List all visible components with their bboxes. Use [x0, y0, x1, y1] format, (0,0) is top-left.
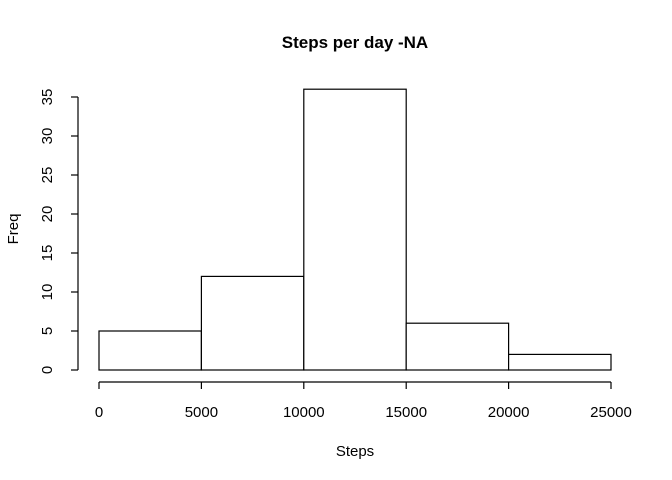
- histogram-bar-3: [405, 322, 510, 371]
- x-axis-label: Steps: [336, 443, 374, 460]
- histogram-bars: [98, 88, 612, 371]
- histogram-bar-0: [98, 330, 203, 371]
- x-tick-label: 25000: [590, 404, 632, 421]
- y-tick-label: 30: [39, 128, 56, 145]
- x-tick-label: 0: [95, 404, 103, 421]
- y-axis: 0 5 10 15 20 25 30 35: [39, 89, 79, 374]
- y-tick-label: 35: [39, 89, 56, 106]
- y-tick-label: 10: [39, 284, 56, 301]
- y-tick-label: 0: [39, 366, 56, 374]
- x-tick-label: 20000: [488, 404, 530, 421]
- y-axis-label: Freq: [5, 214, 22, 245]
- chart-title: Steps per day -NA: [282, 33, 428, 52]
- y-tick-label: 5: [39, 327, 56, 335]
- y-tick-label: 20: [39, 206, 56, 223]
- histogram-bar-1: [200, 275, 305, 371]
- y-tick-label: 25: [39, 167, 56, 184]
- y-tick-label: 15: [39, 245, 56, 262]
- x-axis: 0 5000 10000 15000 20000 25000: [95, 381, 632, 421]
- x-tick-label: 10000: [283, 404, 325, 421]
- histogram-bar-4: [508, 353, 612, 371]
- x-tick-label: 15000: [385, 404, 427, 421]
- histogram-bar-2: [303, 88, 407, 371]
- x-tick-label: 5000: [185, 404, 218, 421]
